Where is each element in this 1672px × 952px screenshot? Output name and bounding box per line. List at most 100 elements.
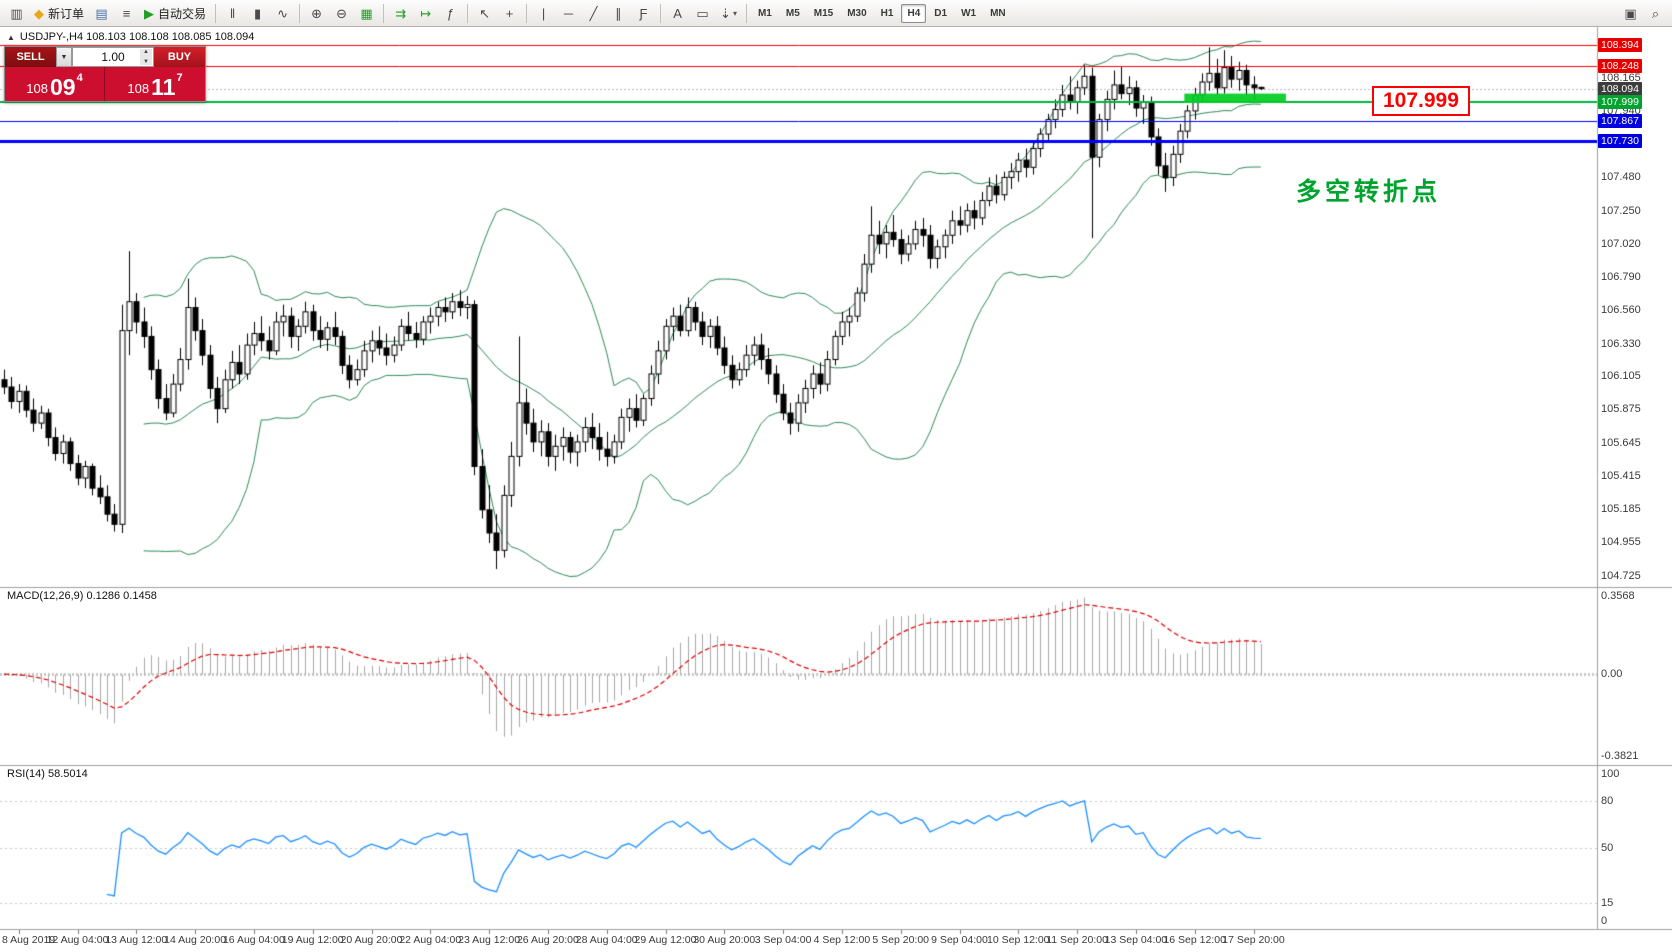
timeframe-w1-button[interactable]: W1 bbox=[961, 7, 977, 19]
search-icon: ⌕ bbox=[1651, 5, 1660, 21]
search-button[interactable]: ⌕ bbox=[1644, 2, 1667, 24]
macd-indicator-header: MACD(12,26,9) 0.1286 0.1458 bbox=[5, 590, 159, 602]
timeframe-mn-button[interactable]: MN bbox=[990, 7, 1006, 19]
main-toolbar: ▥ ◆ 新订单 ▤ ≡ ▶ 自动交易 ǁ ▮ ∿ ⊕ ⊖ ▦ ⇉ ↦ ƒ ↖ + | ─ ╱ ∥ Ƒ A ▭ ⇣ ▾ M1 M5 M15… bbox=[0, 0, 1672, 27]
timeframe-toolbar: M1 M5 M15 M30 H1 H4 D1 W1 MN bbox=[751, 0, 1013, 26]
buy-price-point: 7 bbox=[176, 72, 183, 84]
collapse-trade-panel-icon[interactable]: ▲ bbox=[7, 32, 15, 42]
equidistant-channel-icon: ∥ bbox=[615, 5, 622, 21]
fibonacci-button[interactable]: Ƒ bbox=[632, 2, 655, 24]
toolbar-separator bbox=[660, 3, 662, 23]
text-button[interactable]: A bbox=[666, 2, 689, 24]
line-chart-button[interactable]: ∿ bbox=[271, 2, 294, 24]
profiles-button[interactable]: ▤ bbox=[90, 2, 113, 24]
volume-spinner[interactable]: ▲ ▼ bbox=[140, 49, 152, 65]
autotrading-button[interactable]: ▶ 自动交易 bbox=[140, 2, 210, 24]
chart-shift-icon: ↦ bbox=[420, 5, 431, 21]
new-order-button[interactable]: ◆ 新订单 bbox=[30, 2, 88, 24]
zoom-out-icon: ⊖ bbox=[336, 5, 347, 21]
market-watch-button[interactable]: ≡ bbox=[115, 2, 138, 24]
timeframe-m1-button[interactable]: M1 bbox=[757, 7, 772, 19]
candlestick-chart-icon: ▮ bbox=[253, 5, 262, 21]
symbol-ohlc-header: ▲ USDJPY-,H4 108.103 108.108 108.085 108… bbox=[7, 31, 254, 43]
spin-down-icon[interactable]: ▼ bbox=[143, 59, 149, 65]
text-label-icon: ▭ bbox=[696, 5, 709, 21]
new-chart-icon: ▥ bbox=[10, 5, 23, 21]
equidistant-channel-button[interactable]: ∥ bbox=[607, 2, 630, 24]
volume-input[interactable]: 1.00 ▲ ▼ bbox=[72, 47, 154, 67]
zoom-in-icon: ⊕ bbox=[311, 5, 322, 21]
indicators-button[interactable]: ƒ bbox=[439, 2, 462, 24]
sell-price-pips: 09 bbox=[49, 74, 76, 101]
chart-profile-icon: ▣ bbox=[1624, 5, 1637, 21]
rsi-indicator-header: RSI(14) 58.5014 bbox=[5, 768, 90, 780]
timeframe-m15-button[interactable]: M15 bbox=[813, 7, 834, 19]
crosshair-button[interactable]: + bbox=[498, 2, 521, 24]
horizontal-line-icon: ─ bbox=[563, 5, 574, 21]
trendline-button[interactable]: ╱ bbox=[582, 2, 605, 24]
one-click-trading-panel: SELL ▼ 1.00 ▲ ▼ BUY 108 09 4 108 11 7 bbox=[4, 46, 206, 102]
toolbar-separator bbox=[383, 3, 385, 23]
timeframe-m5-button[interactable]: M5 bbox=[785, 7, 800, 19]
sell-price-main: 108 bbox=[26, 81, 48, 97]
zoom-in-button[interactable]: ⊕ bbox=[305, 2, 328, 24]
toolbar-button-group: ▥ ◆ 新订单 ▤ ≡ ▶ 自动交易 ǁ ▮ ∿ ⊕ ⊖ ▦ ⇉ ↦ ƒ ↖ + | ─ ╱ ∥ Ƒ A ▭ ⇣ ▾ bbox=[4, 0, 751, 26]
volume-value: 1.00 bbox=[101, 50, 125, 64]
price-callout-label: 107.999 bbox=[1372, 86, 1470, 116]
fibonacci-icon: Ƒ bbox=[639, 5, 648, 21]
auto-scroll-icon: ⇉ bbox=[395, 5, 406, 21]
autotrading-icon: ▶ bbox=[144, 5, 155, 21]
timeframe-m30-button[interactable]: M30 bbox=[847, 7, 867, 19]
bar-chart-icon: ǁ bbox=[229, 5, 236, 21]
vertical-line-icon: | bbox=[541, 5, 546, 21]
chart-shift-button[interactable]: ↦ bbox=[414, 2, 437, 24]
timeframe-d1-button[interactable]: D1 bbox=[934, 7, 948, 19]
spin-up-icon[interactable]: ▲ bbox=[143, 49, 149, 55]
auto-scroll-button[interactable]: ⇉ bbox=[389, 2, 412, 24]
cursor-button[interactable]: ↖ bbox=[473, 2, 496, 24]
buy-price-main: 108 bbox=[127, 81, 150, 97]
market-watch-icon: ≡ bbox=[122, 5, 131, 21]
pivot-annotation-text: 多空转折点 bbox=[1296, 178, 1442, 206]
tile-windows-button[interactable]: ▦ bbox=[355, 2, 378, 24]
horizontal-line-button[interactable]: ─ bbox=[557, 2, 580, 24]
crosshair-icon: + bbox=[505, 5, 514, 21]
buy-price-button[interactable]: 108 11 7 bbox=[105, 67, 205, 101]
arrows-button[interactable]: ⇣ ▾ bbox=[716, 2, 741, 24]
volume-dropdown-button[interactable]: ▼ bbox=[56, 47, 72, 67]
tile-windows-icon: ▦ bbox=[360, 5, 373, 21]
cursor-icon: ↖ bbox=[479, 5, 490, 21]
toolbar-right-group: ▣ ⌕ bbox=[1618, 0, 1668, 26]
new-order-icon: ◆ bbox=[34, 5, 44, 21]
arrows-icon: ⇣ bbox=[720, 5, 731, 21]
sell-price-point: 4 bbox=[76, 72, 83, 84]
toolbar-separator bbox=[299, 3, 301, 23]
indicators-icon: ƒ bbox=[446, 5, 455, 21]
text-icon: A bbox=[673, 5, 682, 21]
timeframe-h4-button[interactable]: H4 bbox=[901, 3, 927, 23]
timeframe-h1-button[interactable]: H1 bbox=[880, 7, 894, 19]
autotrading-button-label: 自动交易 bbox=[158, 6, 207, 21]
buy-button[interactable]: BUY bbox=[154, 47, 205, 67]
toolbar-separator bbox=[745, 3, 747, 23]
toolbar-separator bbox=[215, 3, 217, 23]
new-chart-button[interactable]: ▥ bbox=[5, 2, 28, 24]
toolbar-separator bbox=[467, 3, 469, 23]
dropdown-caret-icon: ▾ bbox=[732, 8, 737, 18]
new-order-button-label: 新订单 bbox=[48, 6, 85, 21]
line-chart-icon: ∿ bbox=[277, 5, 288, 21]
bar-chart-button[interactable]: ǁ bbox=[221, 2, 244, 24]
symbol-ohlc-text: USDJPY-,H4 108.103 108.108 108.085 108.0… bbox=[19, 31, 255, 43]
candlestick-chart-button[interactable]: ▮ bbox=[246, 2, 269, 24]
zoom-out-button[interactable]: ⊖ bbox=[330, 2, 353, 24]
toolbar-separator bbox=[526, 3, 528, 23]
text-label-button[interactable]: ▭ bbox=[691, 2, 714, 24]
vertical-line-button[interactable]: | bbox=[532, 2, 555, 24]
sell-price-button[interactable]: 108 09 4 bbox=[5, 67, 105, 101]
trendline-icon: ╱ bbox=[589, 5, 598, 21]
sell-button[interactable]: SELL bbox=[5, 47, 56, 67]
profiles-icon: ▤ bbox=[95, 5, 108, 21]
buy-price-pips: 11 bbox=[151, 74, 176, 101]
chart-profile-button[interactable]: ▣ bbox=[1619, 2, 1642, 24]
